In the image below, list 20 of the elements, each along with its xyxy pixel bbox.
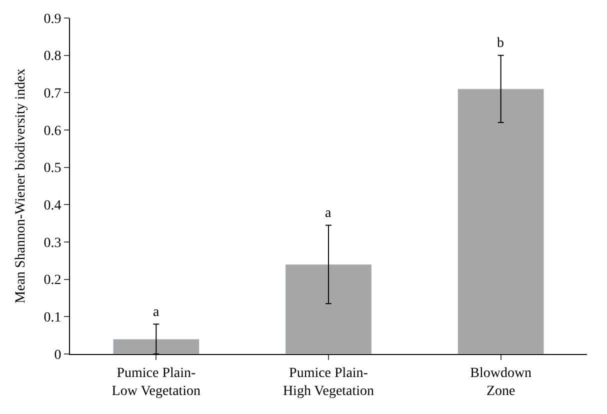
y-tick-label: 0.6 [44,124,62,139]
bar [458,88,544,354]
y-tick-label: 0 [54,348,62,363]
y-axis-title: Mean Shannon-Wiener biodiversity index [13,68,28,304]
y-tick-label: 0.3 [44,236,62,251]
annotation: b [497,36,504,51]
y-tick-label: 0.2 [44,273,62,288]
y-tick-label: 0.9 [44,12,62,27]
x-tick-label: Pumice Plain- High Vegetation [282,366,374,399]
y-tick-label: 0.4 [44,198,62,214]
annotation: a [153,305,160,320]
bar [285,264,372,354]
annotation: a [325,206,332,221]
y-tick-label: 0.8 [44,49,62,64]
y-tick-label: 0.5 [44,161,62,176]
y-tick-label: 0.1 [44,310,62,326]
y-tick-label: 0.7 [44,86,62,102]
bar [112,338,200,354]
x-tick-label: Blowdown Zone [470,366,532,399]
x-tick-label: Pumice Plain- Low Vegetation [112,366,201,399]
